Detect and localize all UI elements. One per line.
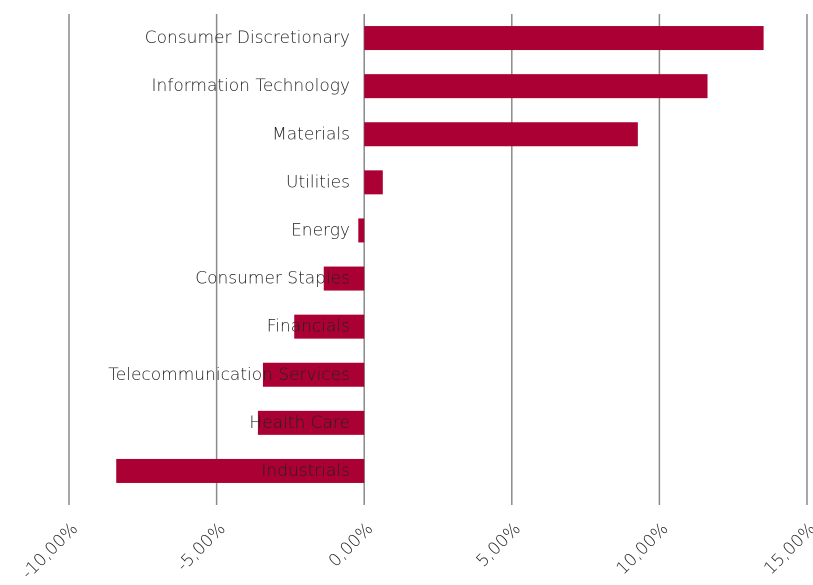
x-tick-label: 10,00% [612, 519, 672, 579]
bar [294, 314, 365, 339]
category-label: Materials [272, 124, 350, 144]
x-tick-label: 15,00% [760, 519, 813, 579]
category-label: Industrials [261, 461, 350, 481]
category-label: Utilities [286, 172, 350, 192]
x-tick-label: 0,00% [325, 519, 377, 571]
category-label: Information Technology [152, 76, 350, 96]
bar [262, 362, 365, 387]
x-tick-label: -10,00% [18, 519, 82, 583]
bar [364, 122, 638, 147]
category-label: Health Care [249, 413, 350, 433]
bar [358, 218, 365, 243]
bar [364, 26, 764, 51]
category-label: Consumer Staples [195, 269, 350, 289]
category-label: Energy [291, 220, 350, 240]
bar [323, 266, 365, 291]
category-label: Financials [267, 317, 350, 337]
x-tick-label: 5,00% [473, 519, 525, 571]
bar [364, 170, 383, 195]
bar [364, 74, 708, 99]
bar [257, 410, 365, 435]
x-tick-label: -5,00% [173, 519, 230, 576]
category-label: Consumer Discretionary [145, 28, 350, 48]
category-label: Telecommunication Services [108, 365, 350, 385]
bar [116, 458, 365, 483]
